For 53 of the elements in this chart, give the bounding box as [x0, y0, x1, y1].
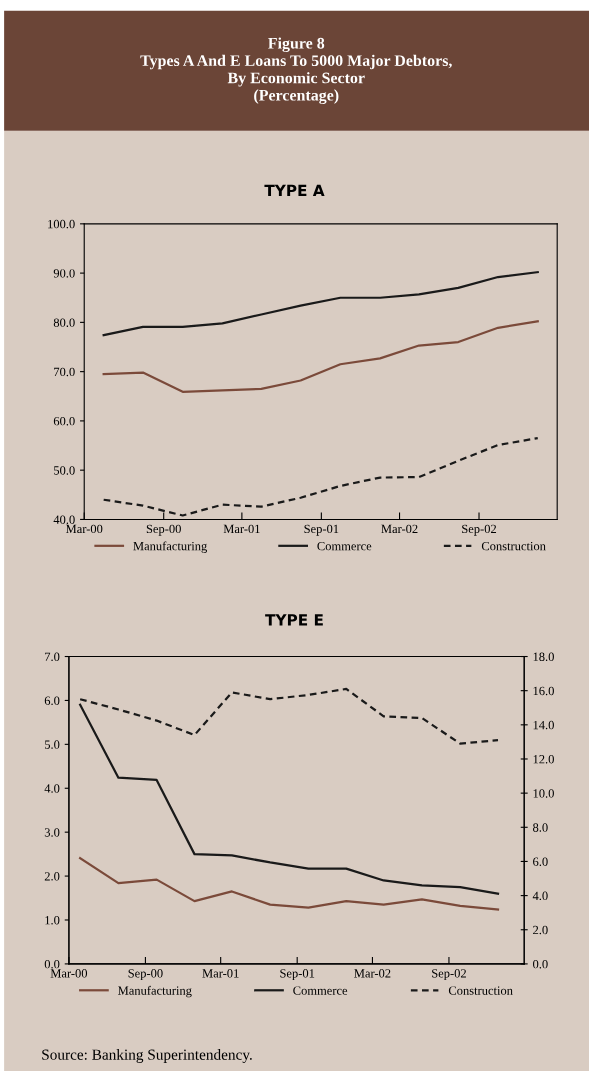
- legend-label: Manufacturing: [118, 985, 192, 998]
- x-tick-label: Mar-02: [354, 969, 391, 978]
- y2-tick-label: 12.0: [533, 755, 554, 764]
- y-tick-label: 4.0: [44, 784, 60, 793]
- x-tick-label: Sep-00: [146, 524, 181, 536]
- chart-title: TYPE A: [264, 184, 325, 196]
- y-tick-label: 5.0: [44, 740, 60, 749]
- y-tick-label: 40.0: [53, 515, 75, 524]
- y-tick-label: 50.0: [54, 466, 75, 475]
- x-tick-label: Mar-01: [223, 524, 260, 534]
- x-tick-label: Sep-01: [280, 969, 315, 981]
- x-tick-label: Sep-02: [462, 524, 497, 536]
- y2-tick-label: 6.0: [533, 857, 548, 866]
- legend-label: Construction: [481, 541, 546, 551]
- x-tick-label: Mar-00: [65, 524, 103, 534]
- line-series: [102, 437, 539, 517]
- y2-tick-label: 8.0: [533, 823, 548, 832]
- y-tick-label: 1.0: [45, 916, 60, 925]
- y-tick-label: 100.0: [48, 219, 75, 229]
- y2-tick-label: 14.0: [533, 720, 554, 730]
- y-tick-label: 0.0: [44, 959, 60, 969]
- y2-tick-label: 16.0: [533, 686, 554, 696]
- y-tick-label: 3.0: [44, 828, 60, 837]
- y-tick-label: 2.0: [44, 872, 60, 881]
- line-series: [79, 856, 500, 911]
- x-tick-label: Sep-01: [304, 524, 339, 536]
- y-tick-label: 7.0: [45, 652, 60, 662]
- line-series: [79, 703, 500, 895]
- source-note: Source: Banking Superintendency.: [42, 1049, 252, 1063]
- y-tick-label: 6.0: [44, 696, 60, 705]
- line-series: [79, 687, 500, 745]
- legend-label: Construction: [448, 986, 513, 995]
- y2-tick-label: 10.0: [533, 789, 554, 798]
- legend-label: Commerce: [317, 541, 372, 551]
- y2-tick-label: 18.0: [533, 652, 554, 662]
- y2-tick-label: 0.0: [533, 959, 548, 969]
- y-tick-label: 60.0: [53, 416, 75, 426]
- legend-label: Commerce: [293, 986, 348, 995]
- x-tick-label: Mar-01: [202, 969, 239, 978]
- line-series: [102, 271, 539, 337]
- y2-tick-label: 2.0: [533, 925, 548, 935]
- y-tick-label: 80.0: [53, 318, 75, 327]
- y-tick-label: 90.0: [53, 269, 75, 278]
- caption: Figure 8 Types A And E Loans To 5000 Major Debtors, By Economic Sector (Percentage): [140, 37, 452, 104]
- y-tick-label: 70.0: [54, 367, 75, 377]
- x-tick-label: Sep-02: [432, 969, 466, 981]
- x-tick-label: Mar-00: [50, 969, 88, 978]
- x-tick-label: Sep-00: [128, 969, 163, 981]
- y2-tick-label: 4.0: [532, 891, 548, 901]
- x-tick-label: Mar-02: [381, 524, 418, 534]
- line-series: [102, 320, 539, 393]
- legend-label: Manufacturing: [133, 541, 208, 553]
- chart-title: TYPE E: [265, 614, 323, 626]
